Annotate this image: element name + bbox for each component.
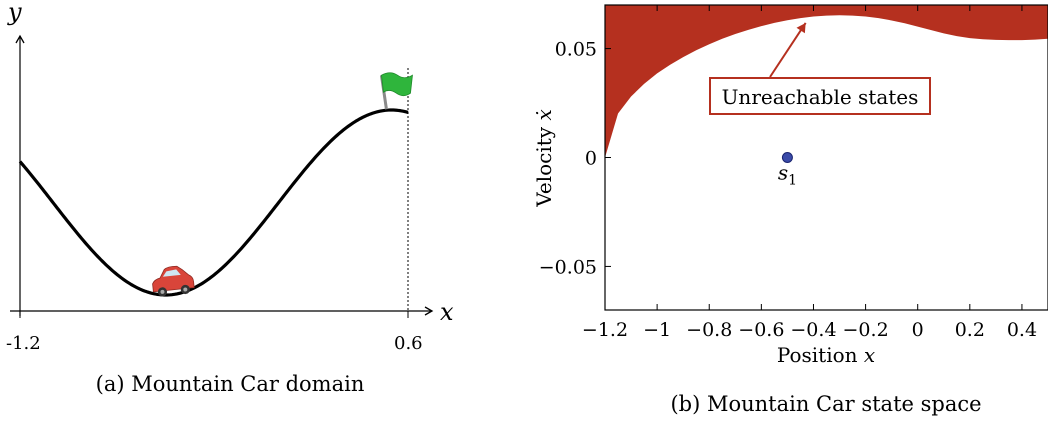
b-y-tick-label: 0.05 (555, 39, 597, 61)
b-y-axis-label-text: Velocity (532, 126, 556, 208)
a-hill-curve (18, 108, 409, 297)
b-region-label: Unreachable states (722, 85, 919, 109)
flag-icon (379, 72, 413, 110)
a-x-tick-label-min: -1.2 (6, 333, 41, 354)
a-x-tick-label-max: 0.6 (394, 333, 423, 354)
b-y-tick-label: −0.05 (539, 256, 597, 278)
b-x-tick-label: 0 (912, 319, 924, 341)
a-y-axis-label: y (7, 0, 22, 26)
b-x-axis-label: Position x (777, 343, 875, 367)
b-x-tick-label: −0.6 (738, 319, 784, 341)
b-x-tick-label: 0.4 (1007, 319, 1037, 341)
b-state-point-label: s1 (778, 161, 797, 189)
b-x-tick-label: −0.2 (843, 319, 889, 341)
b-y-ticks: 0.05 0 −0.05 (539, 39, 611, 278)
b-y-axis-label: Velocity ẋ (532, 109, 556, 207)
b-region-arrow (769, 22, 807, 78)
b-unreachable-region (605, 5, 1048, 158)
a-caption: (a) Mountain Car domain (96, 372, 365, 396)
b-x-tick-label: −0.8 (686, 319, 732, 341)
b-x-tick-label: −1 (643, 319, 671, 341)
b-x-ticks: −1.2 −1 −0.8 −0.6 −0.4 −0.2 0 0.2 0.4 (582, 5, 1037, 341)
b-region-label-box (709, 77, 931, 115)
a-x-axis-label: x (440, 298, 454, 326)
b-x-axis-label-text: Position (777, 343, 858, 367)
b-x-tick-label: 0.2 (955, 319, 985, 341)
panel-a: x y -1.2 0.6 (a) Mountain Car domain (6, 0, 454, 396)
b-y-tick-label: 0 (585, 148, 597, 170)
b-x-tick-label: −0.4 (790, 319, 836, 341)
b-x-axis-label-symbol: x (864, 343, 875, 367)
panel-b: −1.2 −1 −0.8 −0.6 −0.4 −0.2 0 0.2 0.4 0.05 0 −0.05… (532, 4, 1048, 416)
b-caption: (b) Mountain Car state space (670, 392, 981, 416)
car-icon (152, 265, 195, 297)
b-x-tick-label: −1.2 (582, 319, 628, 341)
b-state-point-symbol: s (778, 161, 788, 185)
b-state-point-s1 (781, 152, 793, 163)
b-y-axis-label-symbol: ẋ (532, 109, 556, 120)
b-state-point-subscript: 1 (788, 173, 797, 189)
